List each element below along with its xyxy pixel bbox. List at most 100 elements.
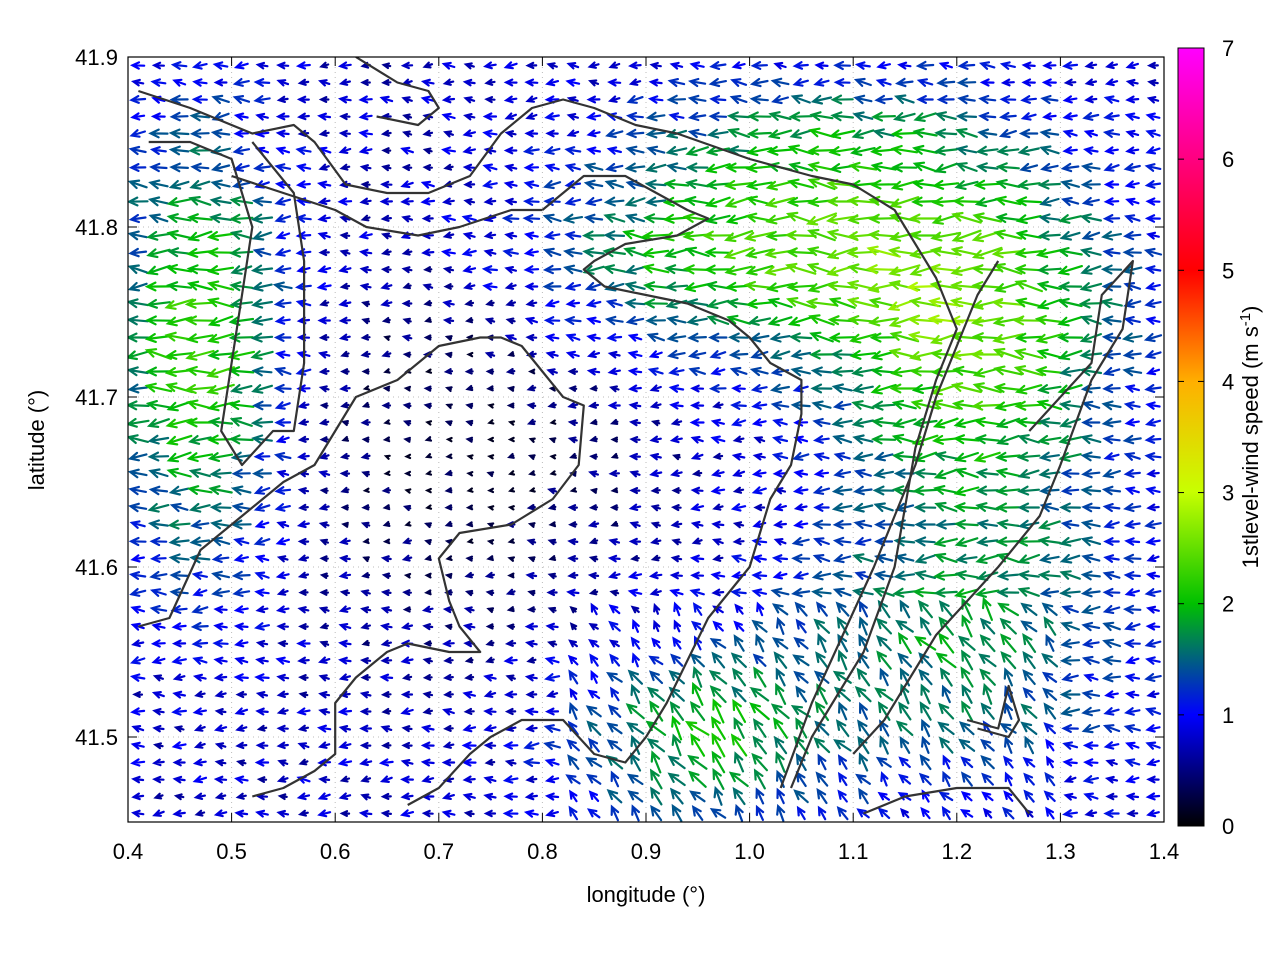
wind-arrow	[295, 61, 311, 70]
wind-arrow	[1103, 809, 1120, 818]
wind-arrow	[466, 538, 474, 544]
wind-arrow	[728, 771, 749, 788]
wind-arrow	[296, 792, 311, 801]
wind-arrow	[687, 94, 707, 105]
wind-arrow	[932, 179, 960, 190]
wind-arrow	[915, 60, 935, 71]
wind-arrow	[954, 180, 979, 190]
wind-arrow	[276, 95, 289, 103]
wind-arrow	[626, 773, 644, 786]
wind-arrow	[422, 283, 434, 291]
wind-arrow	[912, 485, 938, 496]
wind-arrow	[837, 771, 848, 787]
wind-arrow	[998, 129, 1017, 139]
wind-arrow	[607, 571, 621, 579]
wind-arrow	[382, 436, 391, 443]
wind-arrow	[149, 570, 168, 581]
wind-arrow	[523, 265, 540, 274]
wind-arrow	[981, 772, 994, 786]
wind-arrow	[297, 554, 310, 562]
wind-arrow	[208, 485, 233, 495]
wind-arrow	[1084, 78, 1098, 86]
wind-arrow	[607, 704, 622, 718]
wind-arrow	[1145, 741, 1161, 750]
wind-arrow	[670, 469, 683, 477]
wind-arrow	[1144, 180, 1162, 189]
wind-arrow	[955, 128, 978, 138]
wind-arrow	[128, 163, 147, 172]
contour-line	[355, 57, 440, 127]
wind-arrow	[379, 775, 393, 783]
wind-arrow	[188, 196, 212, 206]
wind-arrow	[607, 367, 621, 376]
wind-arrow	[524, 129, 539, 138]
wind-arrow	[380, 792, 392, 800]
wind-arrow	[379, 673, 394, 682]
wind-arrow	[297, 606, 310, 614]
wind-arrow	[548, 385, 557, 392]
wind-arrow	[128, 383, 148, 394]
wind-arrow	[1080, 536, 1102, 547]
wind-arrow	[973, 179, 1001, 190]
wind-arrow	[211, 553, 230, 563]
wind-arrow	[464, 657, 474, 664]
wind-arrow	[653, 619, 661, 633]
wind-arrow	[688, 367, 706, 376]
wind-arrow	[1103, 520, 1120, 529]
wind-arrow	[444, 487, 453, 494]
wind-arrow	[166, 229, 192, 240]
wind-arrow	[669, 701, 685, 721]
wind-arrow	[810, 366, 832, 377]
wind-arrow	[339, 282, 351, 290]
wind-arrow	[359, 758, 373, 767]
wind-arrow	[338, 741, 352, 750]
wind-arrow	[648, 78, 663, 87]
wind-arrow	[731, 61, 746, 70]
colorbar-title-main: 1stlevel-wind speed (m s	[1238, 326, 1263, 568]
wind-arrow	[381, 572, 391, 579]
wind-arrow	[745, 265, 774, 276]
wind-arrow	[785, 262, 817, 275]
wind-arrow	[1060, 196, 1080, 207]
wind-arrow	[933, 451, 958, 461]
wind-arrow	[975, 536, 999, 547]
wind-arrow	[129, 95, 147, 104]
wind-arrow	[1103, 741, 1120, 750]
wind-arrow	[547, 606, 557, 614]
wind-arrow	[733, 751, 745, 773]
wind-arrow	[191, 61, 208, 70]
wind-arrow	[898, 773, 912, 785]
wind-arrow	[685, 179, 710, 189]
wind-arrow	[753, 666, 767, 688]
wind-arrow	[918, 668, 933, 686]
wind-arrow	[873, 570, 894, 581]
wind-arrow	[150, 639, 166, 648]
wind-arrow	[952, 365, 981, 376]
wind-arrow	[463, 113, 476, 121]
wind-arrow	[420, 758, 435, 767]
wind-arrow	[589, 419, 598, 426]
wind-arrow	[274, 265, 292, 274]
wind-arrow	[482, 112, 498, 121]
wind-arrow	[422, 164, 433, 171]
wind-arrow	[581, 230, 605, 241]
wind-arrow	[1080, 604, 1101, 615]
wind-arrow	[792, 452, 810, 461]
wind-arrow	[830, 94, 854, 105]
wind-arrow	[785, 297, 816, 309]
wind-arrow	[1022, 650, 1036, 670]
wind-arrow	[339, 232, 351, 240]
wind-arrow	[1061, 673, 1079, 682]
colorbar-tick-label: 3	[1222, 481, 1234, 506]
wind-arrow	[936, 94, 955, 105]
wind-arrow	[645, 128, 666, 139]
wind-arrow	[650, 554, 661, 562]
wind-arrow	[1060, 638, 1080, 649]
wind-arrow	[808, 127, 835, 138]
wind-arrow	[1101, 417, 1122, 428]
y-axis-ticks: 41.541.641.741.841.9	[75, 45, 1164, 750]
wind-arrow	[506, 385, 515, 392]
wind-arrow	[504, 282, 517, 290]
wind-arrow	[917, 599, 933, 619]
wind-arrow	[1104, 775, 1119, 784]
